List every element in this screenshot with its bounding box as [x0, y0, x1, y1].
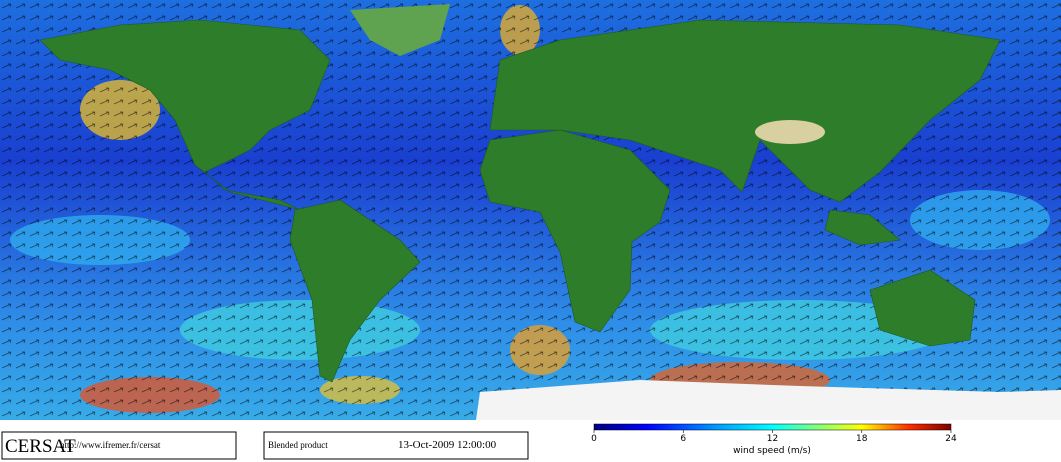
brand-box	[1, 431, 237, 460]
greenland	[350, 4, 450, 56]
colorbar-label: wind speed (m/s)	[733, 446, 811, 456]
plateau	[755, 120, 825, 144]
colorbar-tick-label: 24	[945, 434, 957, 444]
colorbar-tick-label: 12	[767, 434, 778, 444]
colorbar-tick-label: 0	[591, 434, 597, 444]
date: 13-Oct-2009 12:00:00	[398, 439, 497, 451]
colorbar-tick-label: 18	[856, 434, 868, 444]
colorbar-gradient	[593, 423, 952, 431]
info-box	[263, 431, 529, 460]
url: http://www.ifremer.fr/cersat	[60, 440, 161, 450]
product: Blended product	[268, 440, 328, 450]
continents	[39, 19, 1001, 383]
brand: CERSAT	[5, 436, 76, 457]
colorbar: wind speed (m/s) 0 6 12 18 24	[591, 423, 957, 456]
colorbar-tick-label: 6	[680, 434, 686, 444]
